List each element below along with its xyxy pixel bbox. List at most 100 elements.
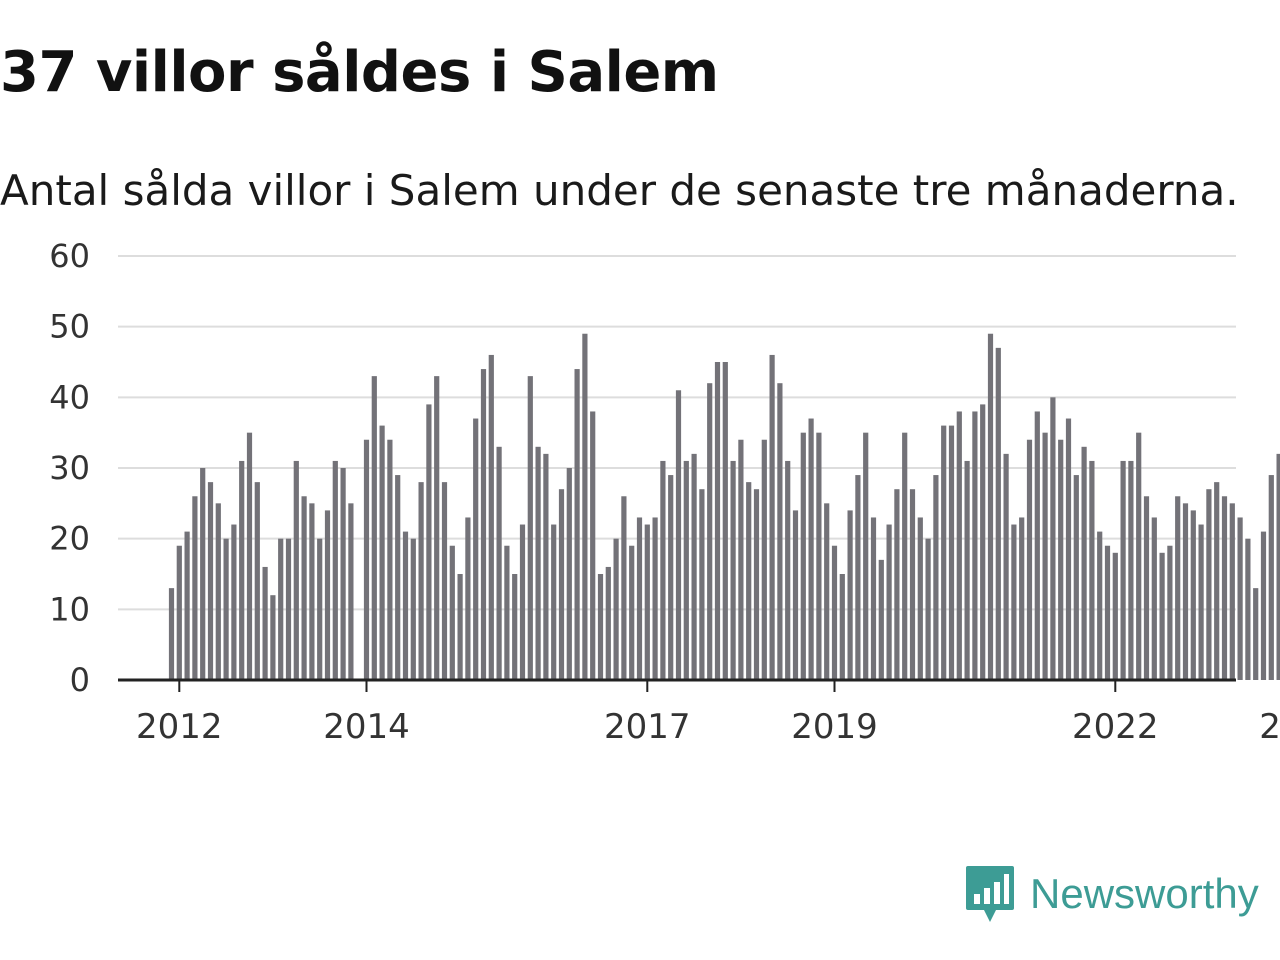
- bar: [761, 439, 767, 680]
- bar: [605, 566, 611, 680]
- newsworthy-brand: Newsworthy: [964, 864, 1259, 924]
- bar: [1104, 545, 1111, 680]
- bar: [457, 574, 463, 680]
- bar: [980, 404, 986, 680]
- bar-chart: 0 10 20 30 40 50 60 2012 2014 2017 2019 2022 2024 3…: [49, 237, 1280, 747]
- x-tick-label: 2014: [323, 707, 410, 747]
- bar: [512, 574, 518, 680]
- bar: [948, 425, 955, 680]
- bar: [847, 510, 853, 680]
- bar: [597, 574, 604, 680]
- bar: [730, 460, 736, 680]
- bar: [956, 411, 962, 680]
- x-tick-label: 2017: [604, 707, 691, 747]
- bar: [1081, 446, 1087, 680]
- bar: [535, 446, 541, 680]
- bar: [909, 489, 916, 680]
- bar: [215, 503, 221, 680]
- bar: [1128, 460, 1134, 680]
- bar: [1159, 552, 1165, 680]
- bar: [1276, 453, 1280, 680]
- bar: [465, 517, 471, 680]
- bar: [293, 460, 299, 680]
- bar: [1050, 397, 1056, 680]
- bar: [574, 369, 580, 680]
- bar: [270, 595, 276, 680]
- bar: [363, 439, 370, 680]
- bar: [878, 559, 884, 680]
- bar: [1120, 460, 1126, 680]
- bar: [527, 376, 533, 680]
- bar: [1206, 489, 1212, 680]
- x-tick-label: 2022: [1072, 707, 1159, 747]
- bar: [176, 545, 182, 680]
- bar: [246, 432, 253, 680]
- bar: [855, 475, 861, 680]
- y-tick-label: 50: [49, 308, 90, 346]
- bar: [1003, 453, 1009, 680]
- bar: [972, 411, 978, 680]
- bar: [808, 418, 814, 680]
- bar: [722, 362, 728, 680]
- bar: [441, 482, 448, 680]
- bar: [410, 538, 416, 680]
- bar: [317, 538, 323, 680]
- bar: [340, 468, 346, 680]
- bar: [675, 390, 682, 680]
- x-tick-label: 2019: [791, 707, 878, 747]
- bar: [168, 588, 175, 680]
- bar: [870, 517, 877, 680]
- bar: [192, 496, 198, 680]
- bar: [652, 517, 658, 680]
- bar: [1245, 538, 1251, 680]
- bar: [660, 460, 666, 680]
- bar: [285, 538, 292, 680]
- bar: [207, 482, 214, 680]
- y-tick-label: 60: [49, 237, 90, 275]
- bar: [1253, 588, 1259, 680]
- x-tick-label: 2012: [136, 707, 223, 747]
- bar: [418, 482, 424, 680]
- y-tick-label: 20: [49, 520, 90, 558]
- brand-name: Newsworthy: [1030, 870, 1259, 917]
- bar: [1190, 510, 1196, 680]
- bar: [629, 545, 635, 680]
- bar: [558, 489, 565, 680]
- bar: [1221, 496, 1228, 680]
- bar: [1034, 411, 1040, 680]
- bar: [1151, 517, 1157, 680]
- bar: [1058, 439, 1064, 680]
- bar: [1229, 503, 1235, 680]
- bar: [894, 489, 900, 680]
- bar: [1026, 439, 1033, 680]
- bar: [707, 383, 713, 680]
- bar: [582, 333, 588, 680]
- bar: [1143, 496, 1150, 680]
- bar: [1198, 524, 1204, 680]
- page-title: 37 villor såldes i Salem: [0, 40, 719, 105]
- bar: [1089, 460, 1095, 680]
- bar: [379, 425, 385, 680]
- bar: [184, 531, 190, 680]
- bar: [1097, 531, 1103, 680]
- bar: [1042, 432, 1048, 680]
- x-tick-label: 2024: [1259, 707, 1280, 747]
- bar: [426, 404, 432, 680]
- bar: [621, 496, 627, 680]
- bar: [590, 411, 596, 680]
- bar: [831, 545, 838, 680]
- bar: [496, 446, 502, 680]
- y-tick-label: 30: [49, 449, 90, 487]
- bar: [699, 489, 705, 680]
- bar: [1260, 531, 1267, 680]
- bar: [543, 453, 549, 680]
- bar: [636, 517, 643, 680]
- bar: [925, 538, 931, 680]
- bar: [769, 354, 775, 680]
- bar: [1237, 517, 1243, 680]
- y-tick-label: 10: [49, 590, 90, 628]
- bar: [644, 524, 650, 680]
- bar: [753, 489, 760, 680]
- bar: [964, 460, 970, 680]
- bar: [691, 453, 697, 680]
